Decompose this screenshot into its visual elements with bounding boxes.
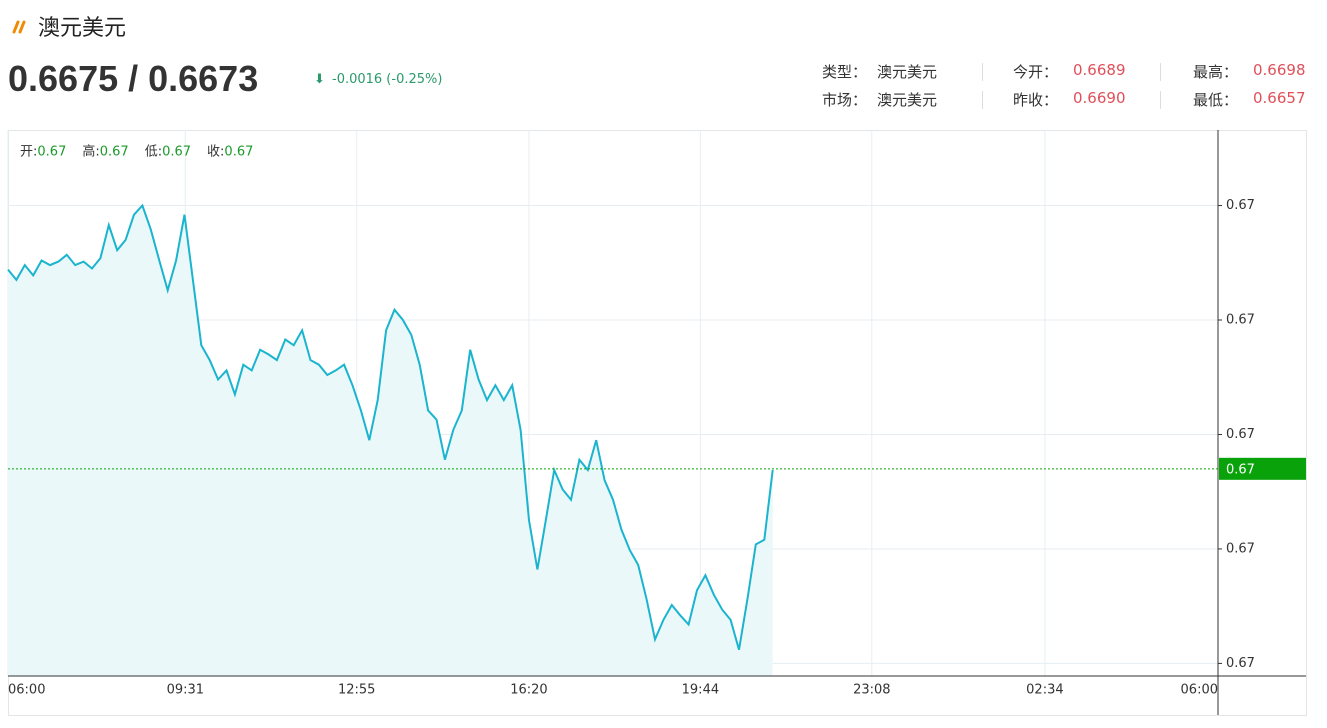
info-value: 0.6690 <box>1073 89 1126 107</box>
x-tick-label: 02:34 <box>1026 683 1063 698</box>
last-price-box <box>1219 457 1306 480</box>
page-title: 澳元美元 <box>38 16 127 41</box>
y-tick-label: 0.67 <box>1226 656 1255 671</box>
separator <box>1160 63 1161 81</box>
separator <box>1160 91 1161 109</box>
x-tick-label: 06:00 <box>8 683 45 698</box>
ohlc-value: 0.67 <box>162 145 191 160</box>
ohlc-value: 0.67 <box>37 145 66 160</box>
ohlc-label: 高: <box>82 144 99 160</box>
y-tick-label: 0.67 <box>1226 313 1255 328</box>
info-value: 0.6689 <box>1073 61 1126 79</box>
info-label: 昨收： <box>1013 91 1059 109</box>
ohlc-value: 0.67 <box>100 145 129 160</box>
y-tick-label: 0.67 <box>1226 198 1255 213</box>
price-line <box>7 203 774 650</box>
info-label: 今开： <box>1013 63 1059 81</box>
price: 0.6675 / 0.6673 <box>8 58 259 99</box>
info-value: 0.6657 <box>1253 89 1306 107</box>
separator <box>982 63 983 81</box>
ohlc-label: 低: <box>145 145 162 160</box>
down-arrow: ⬇ <box>314 72 325 87</box>
x-tick-label: 19:44 <box>682 683 719 698</box>
area <box>8 205 773 676</box>
separator <box>982 91 983 109</box>
y-tick-label: 0.67 <box>1226 427 1255 442</box>
info-label: 类型： <box>822 63 868 81</box>
x-tick-label: 06:00 <box>1181 683 1218 698</box>
x-tick-label: 12:55 <box>338 683 375 698</box>
ohlc-label: 开: <box>20 145 37 160</box>
y-tick-label: 0.67 <box>1226 541 1255 556</box>
x-tick-label: 16:20 <box>510 683 547 698</box>
info-value: 澳元美元 <box>877 63 938 81</box>
info-value: 0.6698 <box>1253 61 1306 79</box>
price-change: -0.0016 (-0.25%) <box>332 72 443 87</box>
ohlc-label: 收: <box>207 145 224 160</box>
logo-icon <box>12 20 26 34</box>
info-label: 市场： <box>822 91 868 109</box>
ohlc-value: 0.67 <box>224 145 253 160</box>
info-label: 最高： <box>1193 63 1239 81</box>
info-label: 最低： <box>1193 91 1239 109</box>
last-price-label: 0.67 <box>1226 462 1255 477</box>
info-value: 澳元美元 <box>877 91 938 109</box>
x-tick-label: 23:08 <box>853 683 890 698</box>
x-tick-label: 09:31 <box>167 683 204 698</box>
